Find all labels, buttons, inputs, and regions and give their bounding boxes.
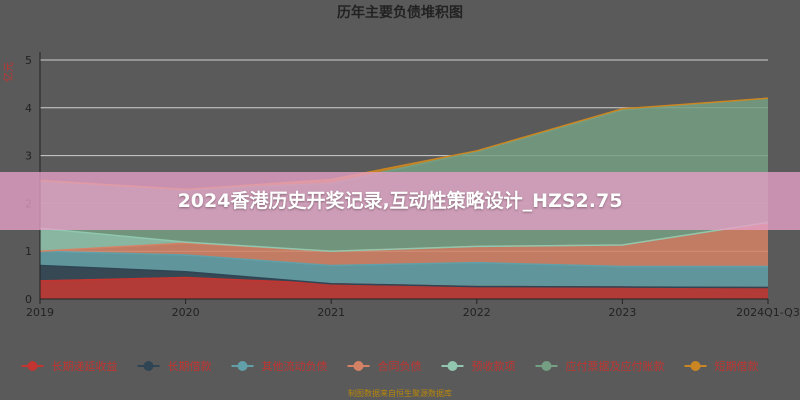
legend-item-6[interactable]: 短期借款	[684, 359, 759, 373]
legend-item-4[interactable]: 预收款项	[441, 359, 516, 373]
series-line-2	[39, 250, 768, 268]
overlay-banner	[0, 172, 800, 230]
x-tick-label: 2023	[608, 306, 636, 319]
legend-item-0[interactable]: 长期递延收益	[21, 359, 118, 373]
legend-label: 长期递延收益	[52, 359, 118, 373]
area-series-0	[40, 277, 768, 299]
area-series-3	[40, 222, 768, 267]
y-tick-label: 0	[25, 293, 32, 306]
legend-swatch-dot	[237, 361, 248, 371]
legend-label: 预收款项	[472, 359, 516, 373]
legend-item-3[interactable]: 合同负债	[347, 359, 422, 373]
legend-item-1[interactable]: 长期借款	[137, 359, 212, 373]
chart-title: 历年主要负债堆积图	[337, 4, 463, 21]
y-tick-label: 3	[25, 150, 32, 163]
legend-swatch-dot	[541, 361, 552, 371]
legend-item-2[interactable]: 其他流动负债	[231, 359, 328, 373]
chart-footnote: 制图数据来自恒生聚源数据库	[348, 388, 452, 398]
legend-item-5[interactable]: 应付票据及应付账款	[535, 359, 665, 373]
legend-label: 长期借款	[168, 359, 212, 373]
legend-label: 应付票据及应付账款	[566, 359, 665, 373]
x-tick-label: 2019	[26, 306, 54, 319]
area-series-2	[40, 251, 768, 288]
legend-swatch-dot	[27, 361, 38, 371]
legend-swatch-dot	[690, 361, 701, 371]
y-axis-label: 亿元	[2, 62, 15, 82]
series-lines-group	[39, 97, 769, 289]
y-tick-label: 5	[25, 54, 32, 67]
series-line-4	[39, 221, 769, 252]
legend-swatch-dot	[353, 361, 364, 371]
legend-swatch-dot	[143, 361, 154, 371]
y-tick-label: 4	[25, 102, 32, 115]
x-tick-label: 2022	[463, 306, 491, 319]
y-tick-label: 1	[25, 245, 32, 258]
area-series-1	[40, 265, 768, 288]
x-tick-label: 2024Q1-Q3	[736, 306, 800, 319]
series-line-1	[39, 264, 769, 289]
legend-label: 其他流动负债	[262, 359, 328, 373]
x-tick-label: 2020	[172, 306, 200, 319]
legend-swatch-dot	[447, 361, 458, 371]
banner-title: 2024香港历史开奖记录,互动性策略设计_HZS2.75	[177, 190, 623, 212]
legend-label: 合同负债	[378, 359, 422, 373]
legend-label: 短期借款	[715, 359, 759, 373]
x-tick-label: 2021	[317, 306, 345, 319]
legend[interactable]: 长期递延收益 长期借款 其他流动负债 合同负债 预收款项 应付票据及应付账款 短期借款	[21, 359, 759, 373]
